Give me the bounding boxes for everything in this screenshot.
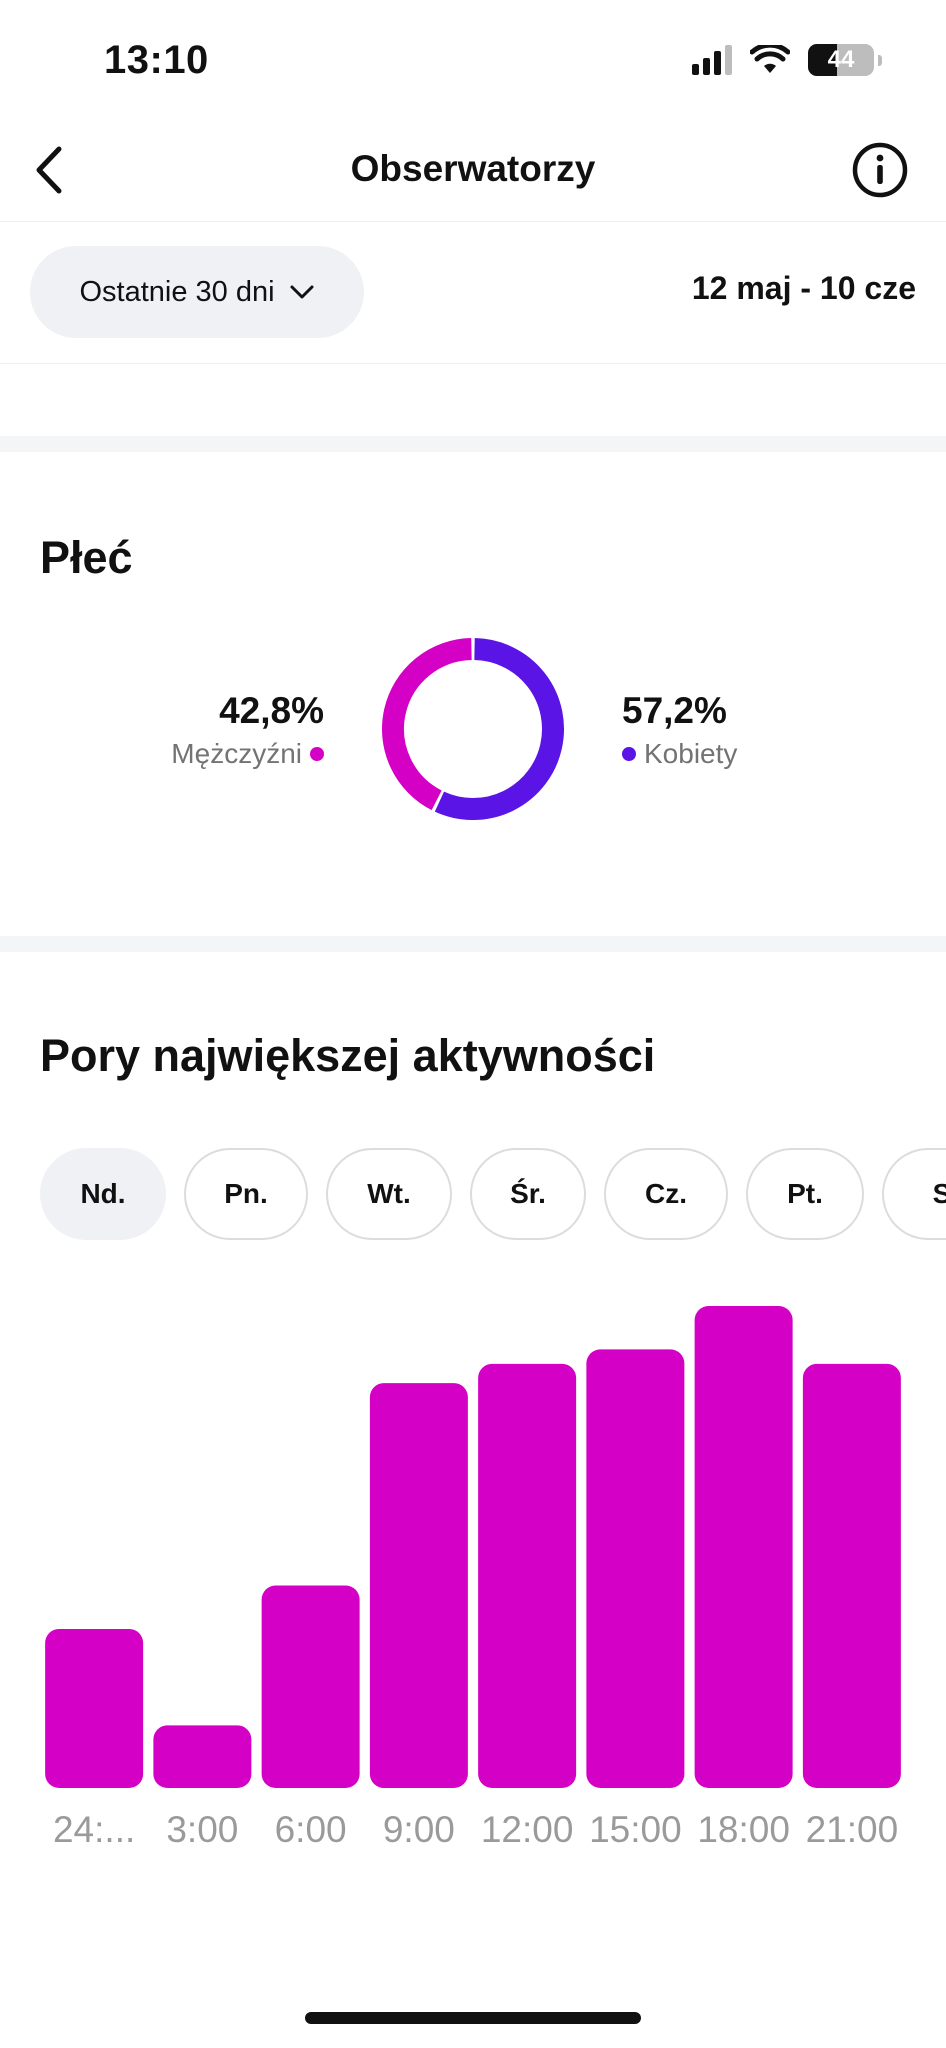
day-selector: Nd. Pn. Wt. Śr. Cz. Pt. S <box>40 1148 946 1242</box>
day-chip-label: Pt. <box>787 1178 823 1209</box>
gender-section-title: Płeć <box>40 532 133 583</box>
day-chip[interactable]: Pn. <box>184 1148 308 1240</box>
section-divider <box>0 936 946 952</box>
women-label: Kobiety <box>644 738 738 769</box>
activity-section-title: Pory największej aktywności <box>40 1030 656 1081</box>
day-chip-label: Cz. <box>645 1178 687 1209</box>
date-range: 12 maj - 10 cze <box>691 270 916 306</box>
chart-bar[interactable] <box>694 1306 793 1788</box>
chart-bar[interactable] <box>478 1363 577 1788</box>
chart-bar[interactable] <box>369 1383 468 1788</box>
chart-bar[interactable] <box>45 1628 144 1788</box>
chart-bar[interactable] <box>586 1349 685 1788</box>
nav-bar: Obserwatorzy <box>0 120 946 222</box>
chart-bar[interactable] <box>153 1725 252 1788</box>
day-chip[interactable]: S <box>882 1148 946 1240</box>
day-chip-label: Śr. <box>510 1178 546 1209</box>
day-chip-label: Pn. <box>224 1178 268 1209</box>
men-label: Mężczyźni <box>171 738 302 769</box>
period-label: Ostatnie 30 dni <box>79 275 275 308</box>
x-tick-label: 12:00 <box>481 1809 574 1850</box>
women-dot-icon <box>622 747 636 761</box>
x-tick-label: 6:00 <box>275 1809 347 1850</box>
cellular-signal-icon <box>692 45 732 75</box>
day-chip[interactable]: Cz. <box>604 1148 728 1240</box>
section-divider <box>0 436 946 452</box>
men-percent: 42,8% <box>219 690 324 731</box>
day-chip-label: Wt. <box>367 1178 411 1209</box>
men-dot-icon <box>310 747 324 761</box>
chart-bar[interactable] <box>802 1363 901 1788</box>
day-chip-label: S <box>932 1178 946 1209</box>
women-percent: 57,2% <box>622 690 727 731</box>
status-bar: 13:10 44 <box>0 0 946 120</box>
info-icon <box>852 142 908 198</box>
day-chip-label: Nd. <box>80 1178 126 1209</box>
day-chip[interactable]: Pt. <box>746 1148 864 1240</box>
men-donut-segment <box>382 638 472 811</box>
gender-donut-chart <box>382 638 564 820</box>
x-tick-label: 15:00 <box>589 1809 682 1850</box>
battery-cap <box>878 54 882 66</box>
battery-level: 44 <box>827 46 855 73</box>
chevron-left-icon <box>36 146 62 194</box>
women-legend: Kobiety <box>622 738 737 770</box>
chart-bar[interactable] <box>261 1585 360 1788</box>
filter-row: Ostatnie 30 dni 12 maj - 10 cze <box>0 222 946 364</box>
x-tick-label: 3:00 <box>166 1809 238 1850</box>
chevron-down-icon <box>290 285 314 299</box>
day-chip[interactable]: Śr. <box>470 1148 586 1240</box>
day-chip[interactable]: Wt. <box>326 1148 452 1240</box>
wifi-icon <box>750 45 790 73</box>
day-chip[interactable]: Nd. <box>40 1148 166 1240</box>
page-title: Obserwatorzy <box>350 148 596 189</box>
period-dropdown[interactable]: Ostatnie 30 dni <box>30 246 364 338</box>
info-button[interactable] <box>850 140 910 200</box>
x-tick-label: 24:... <box>53 1809 135 1850</box>
home-indicator <box>305 2012 641 2024</box>
back-button[interactable] <box>16 138 80 202</box>
status-time: 13:10 <box>104 38 209 82</box>
x-tick-label: 9:00 <box>383 1809 455 1850</box>
battery-icon: 44 <box>808 44 874 76</box>
x-tick-label: 21:00 <box>806 1809 899 1850</box>
x-tick-label: 18:00 <box>697 1809 790 1850</box>
activity-bar-chart: 24:... 3:00 6:00 9:00 12:00 15:00 18:00 21:00 <box>45 1306 901 1850</box>
women-donut-segment <box>434 638 564 820</box>
status-icons: 44 <box>692 44 882 76</box>
men-legend: Mężczyźni <box>171 738 324 770</box>
